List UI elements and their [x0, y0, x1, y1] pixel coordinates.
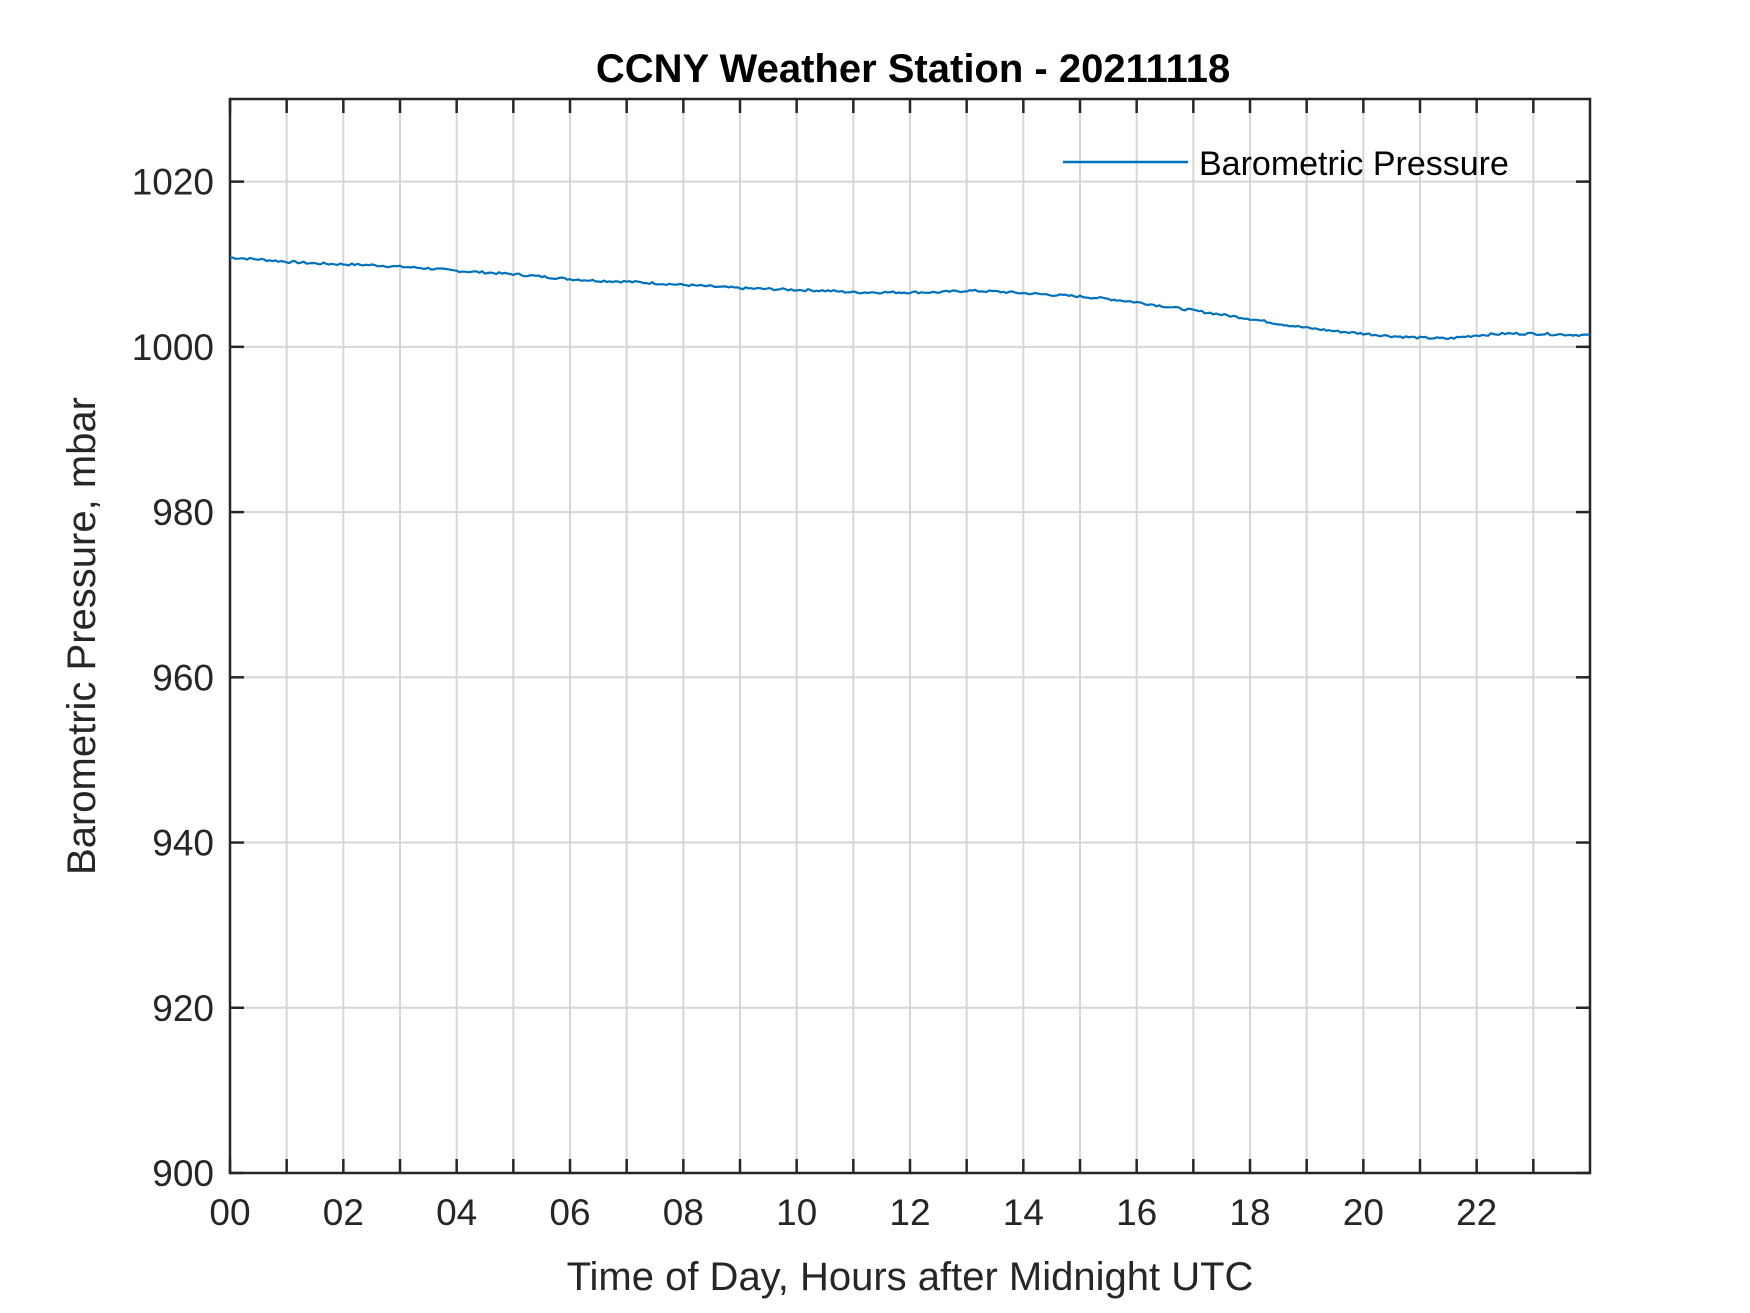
y-tick-label: 920 — [152, 988, 214, 1029]
chart-title: CCNY Weather Station - 20211118 — [596, 47, 1230, 91]
y-tick-label: 1000 — [132, 327, 214, 368]
axis-ticks — [228, 99, 1590, 1175]
x-tick-label: 14 — [1003, 1192, 1044, 1233]
series-layer — [230, 256, 1591, 340]
x-tick-label: 10 — [776, 1192, 817, 1233]
x-tick-label: 06 — [549, 1192, 590, 1233]
y-tick-label: 980 — [152, 492, 214, 533]
legend: Barometric Pressure — [1063, 145, 1509, 183]
y-tick-label: 960 — [152, 657, 214, 698]
series-line-barometric-pressure — [230, 256, 1591, 340]
x-tick-labels: 00 02 04 06 08 10 12 14 16 18 20 22 — [209, 1192, 1497, 1233]
x-tick-label: 18 — [1229, 1192, 1270, 1233]
plot-frame — [228, 97, 1592, 1175]
y-tick-labels: 900 920 940 960 980 1000 1020 — [132, 162, 214, 1194]
x-tick-label: 02 — [323, 1192, 364, 1233]
x-tick-label: 12 — [889, 1192, 930, 1233]
x-axis-label: Time of Day, Hours after Midnight UTC — [567, 1255, 1254, 1299]
x-tick-label: 00 — [209, 1192, 250, 1233]
y-tick-label: 940 — [152, 823, 214, 864]
y-tick-label: 1020 — [132, 162, 214, 203]
x-tick-label: 08 — [663, 1192, 704, 1233]
grid — [229, 99, 1590, 1174]
y-axis-label: Barometric Pressure, mbar — [60, 397, 104, 875]
x-tick-label: 04 — [436, 1192, 477, 1233]
y-tick-label: 900 — [152, 1153, 214, 1194]
x-tick-label: 20 — [1343, 1192, 1384, 1233]
x-tick-label: 16 — [1116, 1192, 1157, 1233]
x-tick-label: 22 — [1456, 1192, 1497, 1233]
legend-label-barometric-pressure: Barometric Pressure — [1199, 145, 1509, 183]
